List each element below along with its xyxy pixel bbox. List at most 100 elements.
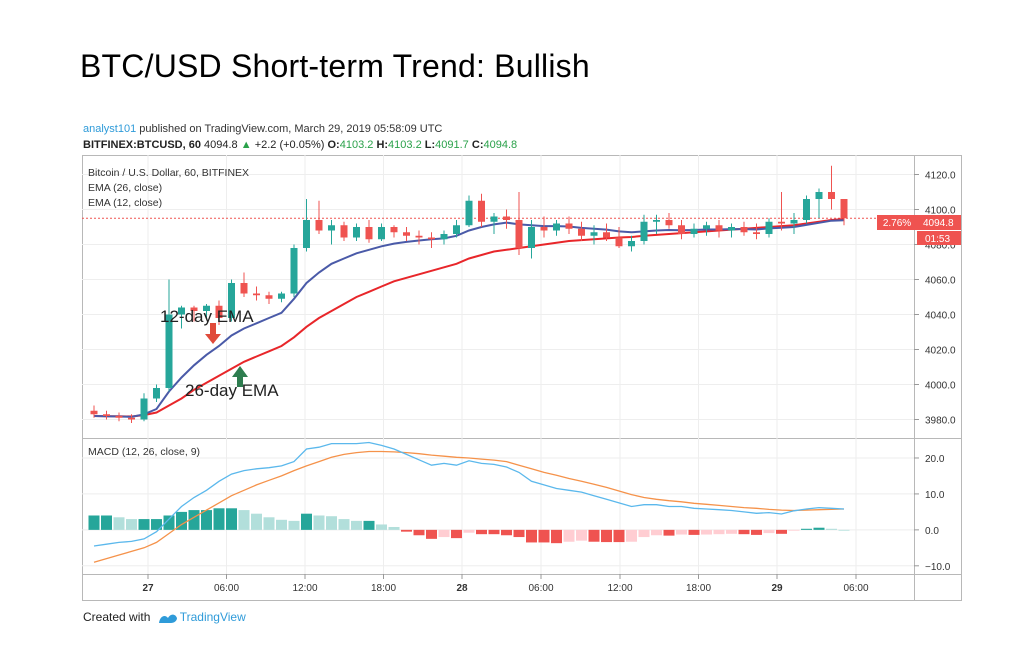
candle-body [628,241,635,247]
tradingview-link[interactable]: TradingView [179,610,246,624]
publish-text: published on TradingView.com, March 29, … [136,123,443,135]
candle-body [690,228,698,234]
time-tick-label: 18:00 [686,583,711,594]
candle-body [240,283,248,294]
macd-histogram-bar [776,529,787,534]
candle-body [203,305,210,311]
candle-body [428,237,435,240]
candle-body [778,221,785,224]
candle-body [528,227,535,248]
macd-histogram-bar [251,513,262,530]
macd-histogram-bar [438,529,450,538]
macd-histogram-bar [188,510,200,530]
macd-histogram-bar [213,508,225,530]
candle-body [703,225,710,229]
chart-container[interactable]: 4120.0 4100.0 4080.0 4060.0 4040.0 4020.0 4000… [82,155,962,601]
macd-histogram-bar [413,529,425,536]
time-tick-label: 27 [142,583,154,594]
macd-tick-label: 20.0 [925,454,945,465]
time-tick-label: 12:00 [607,583,632,594]
macd-histogram-bar [538,529,550,543]
percent-label: 2.76% [883,218,911,229]
macd-histogram-bar [813,527,825,530]
macd-histogram-bar [676,529,687,535]
candle-body [603,232,610,238]
footer: Created with TradingView [83,610,246,624]
high-label: H: [376,139,389,151]
macd-histogram-bar [426,529,437,539]
legend-ema12: EMA (12, close) [88,197,162,209]
page-title: BTC/USD Short-term Trend: Bullish [80,48,590,84]
author-link[interactable]: analyst101 [83,123,137,135]
candle-body [315,220,323,231]
price-tick-label: 4040.0 [925,311,956,322]
candle-body [390,227,398,233]
high-value: 4103.2 [388,139,422,151]
open-value: 4103.2 [339,139,374,151]
candle-body [115,416,123,418]
created-with-label: Created with [83,610,151,624]
macd-tick-label: −10.0 [925,562,951,573]
candle-body [590,232,598,236]
candle-body [303,220,310,248]
candle-body [665,220,673,226]
candle-body [765,221,773,234]
low-label: L: [424,139,436,151]
macd-histogram-bar [88,515,100,530]
candle-body [465,200,473,226]
price-tick-label: 4100.0 [925,206,956,217]
candle-body [503,216,510,220]
annotation-ema12: 12-day EMA [160,307,254,326]
macd-histogram-bar [688,529,700,535]
macd-histogram-bar [113,517,125,530]
macd-histogram-bar [551,529,562,544]
time-tick-label: 06:00 [843,583,868,594]
macd-histogram-bar [526,529,537,543]
time-tick-label: 29 [771,583,783,594]
macd-histogram-bar [513,529,525,538]
time-tick-label: 18:00 [371,583,396,594]
macd-histogram-bar [388,526,400,530]
candle-body [478,200,485,222]
annotation-ema26: 26-day EMA [185,381,279,400]
macd-histogram-bar [826,528,837,530]
time-tick-label: 06:00 [528,583,553,594]
candle-body [540,227,548,231]
macd-histogram-bar [201,510,212,530]
candle-body [190,307,198,311]
candle-body [828,192,835,199]
quote-line: BITFINEX:BTCUSD, 60 4094.8 ▲ +2.2 (+0.05… [83,139,517,151]
candle-body [140,398,148,420]
macd-histogram-bar [501,529,512,536]
candle-body [253,293,260,296]
chart-svg[interactable]: 4120.0 4100.0 4080.0 4060.0 4040.0 4020.0 4000… [82,155,962,601]
macd-histogram-bar [451,529,462,539]
time-tick-label: 06:00 [214,583,239,594]
price-badge [917,215,961,230]
candle-body [328,225,335,231]
price-tick-label: 3980.0 [925,416,956,427]
macd-histogram-bar [313,515,325,530]
macd-histogram-bar [301,513,312,530]
macd-histogram-bar [276,519,287,530]
candle-body [165,314,173,388]
candle-body [678,225,685,234]
price-change: +2.2 (+0.05%) [254,139,325,151]
macd-histogram-bar [338,519,350,530]
candles [90,165,848,423]
time-tick-label: 28 [456,583,468,594]
macd-histogram-bar [751,529,762,535]
macd-histogram-bar [626,529,637,542]
low-value: 4091.7 [435,139,469,151]
candle-body [128,417,135,420]
candle-body [578,228,585,236]
legend-macd: MACD (12, 26, close, 9) [88,446,200,458]
macd-histogram-bar [588,529,600,542]
candle-body [790,220,798,224]
macd-histogram-bar [701,529,712,535]
candle-body [340,225,348,238]
countdown-badge [917,231,961,245]
macd-histogram-bar [163,515,175,530]
macd-histogram-bar [463,529,475,533]
macd-line [93,441,845,547]
